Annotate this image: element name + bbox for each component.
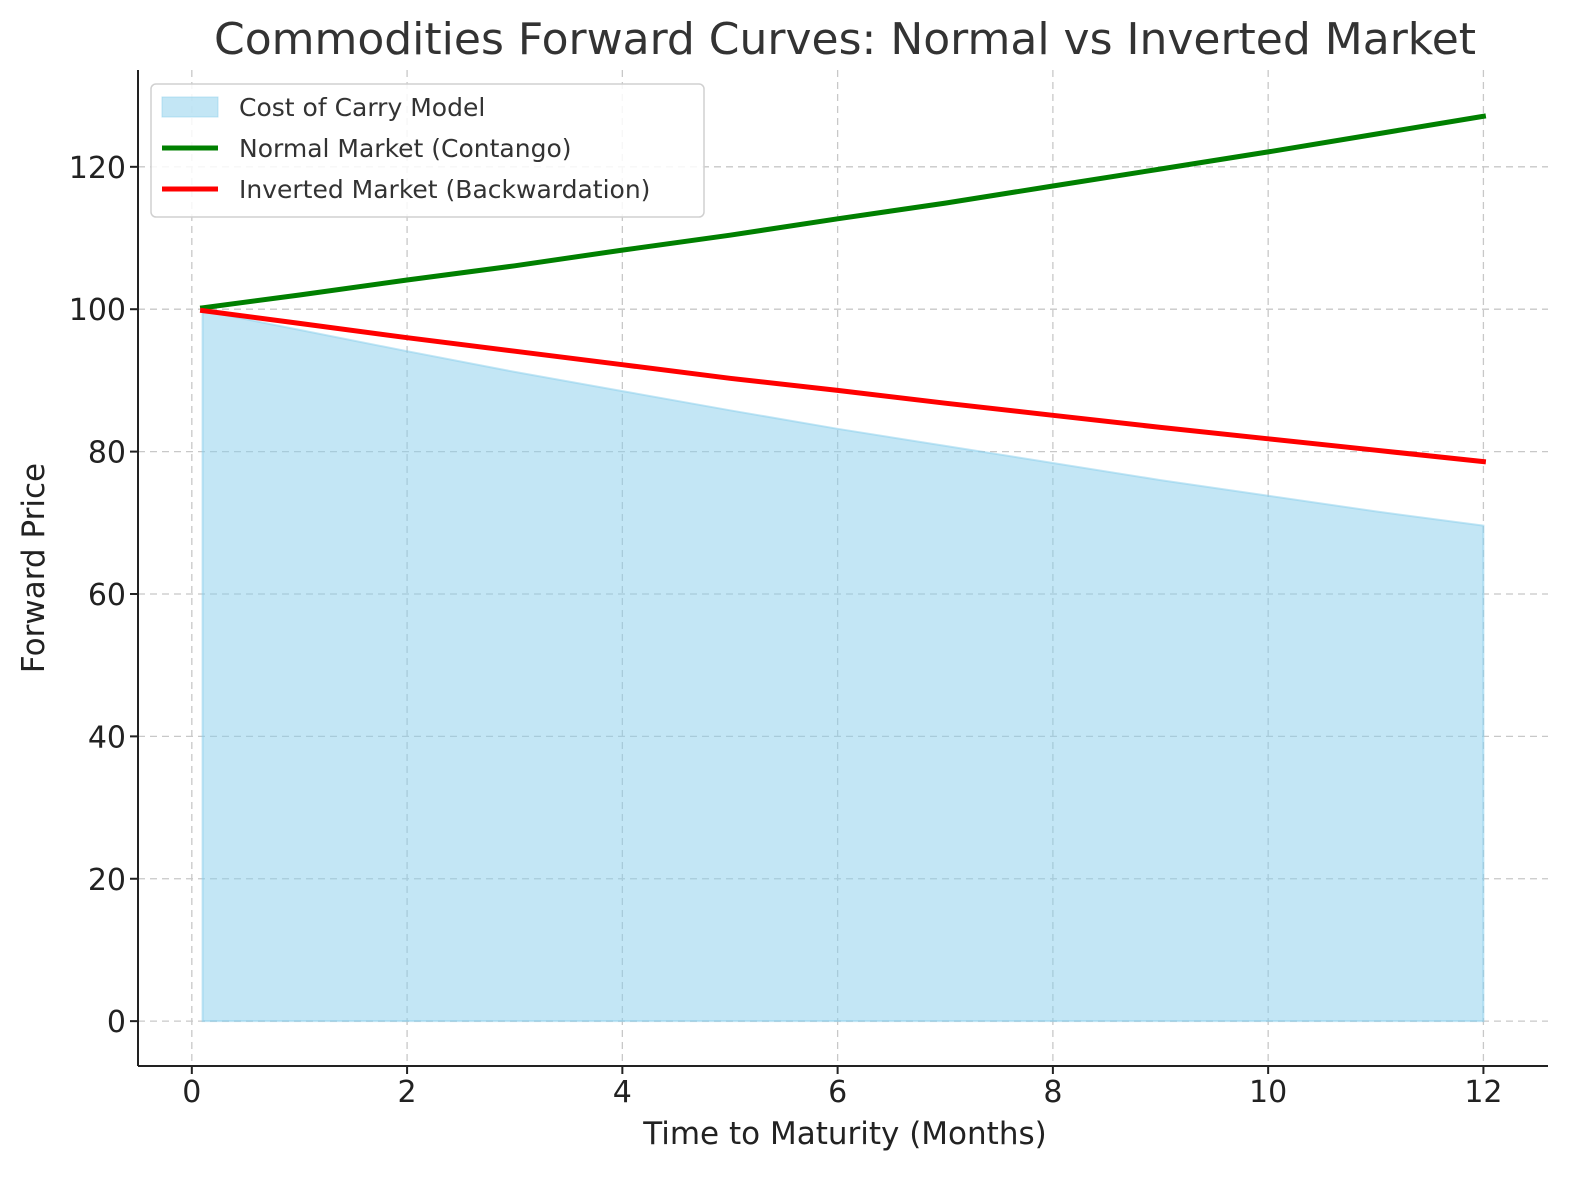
legend-label: Normal Market (Contango) bbox=[239, 134, 572, 163]
x-tick-label: 12 bbox=[1464, 1075, 1502, 1110]
y-tick-label: 80 bbox=[88, 436, 126, 471]
y-tick-label: 120 bbox=[69, 151, 126, 186]
area-cost-of-carry-model bbox=[201, 309, 1485, 1023]
legend-swatch bbox=[161, 96, 219, 118]
chart-title: Commodities Forward Curves: Normal vs In… bbox=[214, 14, 1476, 65]
x-tick-label: 10 bbox=[1249, 1075, 1287, 1110]
y-tick-label: 20 bbox=[88, 863, 126, 898]
legend-label: Cost of Carry Model bbox=[239, 93, 485, 122]
y-axis-label: Forward Price bbox=[16, 463, 52, 673]
line-inverted-market-backwardation bbox=[199, 307, 1487, 465]
y-tick-label: 0 bbox=[107, 1005, 126, 1040]
x-tick-label: 0 bbox=[182, 1075, 201, 1110]
y-tick-label: 40 bbox=[88, 720, 126, 755]
x-tick-label: 6 bbox=[828, 1075, 847, 1110]
x-axis-label: Time to Maturity (Months) bbox=[642, 1116, 1046, 1152]
x-tick-label: 8 bbox=[1043, 1075, 1062, 1110]
legend-label: Inverted Market (Backwardation) bbox=[239, 175, 650, 204]
x-tick-label: 2 bbox=[398, 1075, 417, 1110]
legend-box bbox=[150, 83, 705, 218]
legend: Cost of Carry Model Normal Market (Contan… bbox=[150, 83, 705, 218]
line-normal-market-contango bbox=[199, 113, 1487, 311]
y-tick-label: 60 bbox=[88, 578, 126, 613]
y-tick-label: 100 bbox=[69, 293, 126, 328]
x-tick-label: 4 bbox=[613, 1075, 632, 1110]
